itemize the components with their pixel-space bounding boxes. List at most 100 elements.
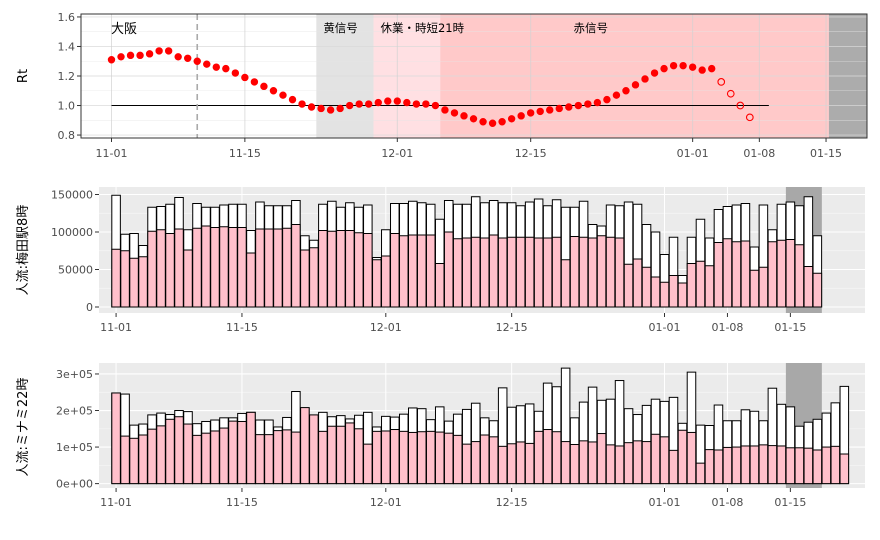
bar-highlight	[740, 240, 751, 308]
rt-point	[574, 101, 583, 110]
y-tick-label: 1e+05	[56, 441, 93, 454]
rt-point	[479, 118, 487, 126]
bar-highlight	[425, 234, 436, 308]
x-tick-label: 11-01	[100, 321, 132, 334]
bar-highlight	[443, 231, 454, 308]
rt-point	[507, 115, 516, 123]
bar-highlight	[470, 441, 481, 485]
rt-point	[726, 89, 735, 98]
bar-highlight	[120, 435, 130, 485]
bar-highlight	[740, 445, 751, 485]
x-tick-label: 01-01	[649, 321, 681, 334]
bar-highlight	[174, 228, 184, 308]
y-tick-label: 150000	[51, 189, 93, 202]
bar-highlight	[560, 441, 571, 485]
bar-highlight	[165, 233, 175, 308]
rt-point	[736, 101, 745, 110]
bar-highlight	[264, 434, 274, 485]
x-tick-label: 01-08	[743, 147, 775, 160]
umeda-y-axis: 0 50000 100000 150000	[51, 189, 99, 314]
bar-highlight	[273, 228, 283, 308]
bar-highlight	[758, 266, 769, 308]
rt-point	[612, 91, 621, 99]
rt-point	[441, 106, 449, 114]
bar-highlight	[668, 449, 679, 485]
bar-highlight	[749, 445, 760, 485]
bar-highlight	[695, 462, 706, 485]
x-tick-label: 12-01	[370, 321, 402, 334]
bar-highlight	[659, 436, 670, 485]
rt-point	[279, 91, 287, 99]
bar-highlight	[381, 255, 391, 308]
bar-highlight	[830, 445, 841, 485]
y-tick-label: 0.8	[58, 129, 76, 142]
bar-highlight	[219, 427, 229, 485]
bar-highlight	[210, 430, 220, 485]
bar-highlight	[614, 237, 625, 308]
period-labels: 黄信号 休業・時短21時 赤信号	[323, 21, 608, 35]
rt-point	[688, 63, 697, 71]
bar-highlight	[479, 434, 490, 485]
bar-highlight	[551, 431, 562, 485]
rt-point	[555, 104, 563, 113]
rt-point	[126, 51, 135, 60]
rt-point	[222, 64, 230, 73]
rt-point	[660, 64, 668, 73]
bar-highlight	[596, 235, 607, 308]
bar-highlight	[201, 225, 211, 308]
bar-highlight	[776, 239, 787, 308]
bar-highlight	[327, 425, 337, 485]
bar-highlight	[461, 237, 472, 308]
x-tick-label: 12-15	[496, 496, 528, 509]
bar-highlight	[632, 440, 643, 485]
rt-point	[708, 64, 716, 73]
bar-highlight	[372, 430, 382, 485]
bar-highlight	[255, 434, 265, 485]
rt-point	[603, 95, 611, 104]
bar-highlight	[390, 429, 400, 485]
bar-highlight	[488, 234, 499, 308]
bar-highlight	[228, 227, 238, 308]
x-tick-label: 01-15	[774, 321, 806, 334]
bar-highlight	[614, 445, 625, 485]
rt-point	[269, 87, 278, 95]
bar-highlight	[641, 441, 652, 485]
bar-highlight	[713, 449, 724, 485]
bar-highlight	[336, 425, 346, 485]
rt-point	[212, 63, 220, 71]
bar-highlight	[695, 260, 706, 308]
rt-point	[546, 106, 554, 114]
bar-highlight	[228, 420, 238, 485]
period-label: 休業・時短21時	[380, 21, 464, 35]
rt-point	[460, 112, 468, 120]
x-tick-label: 01-15	[810, 147, 842, 160]
rt-point	[422, 100, 430, 108]
minami-x-axis: 11-01 11-15 12-01 12-15 01-01 01-08 01-15	[100, 488, 806, 509]
rt-point	[536, 107, 544, 116]
bar-highlight	[381, 430, 391, 485]
bar-highlight	[111, 248, 121, 308]
rt-x-axis: 11-01 11-15 12-01 12-15 01-01 01-08 01-15	[96, 138, 842, 160]
bar-highlight	[354, 428, 364, 485]
bar-highlight	[138, 434, 148, 485]
bar-highlight	[156, 229, 166, 308]
rt-point	[136, 51, 144, 60]
x-tick-label: 01-08	[711, 496, 743, 509]
rt-point	[641, 75, 649, 83]
bar-highlight	[803, 447, 814, 485]
bar-highlight	[300, 249, 310, 308]
rt-point	[298, 100, 306, 108]
bar-highlight	[758, 444, 769, 485]
rt-point	[469, 115, 478, 123]
rt-point	[403, 98, 411, 107]
bar-highlight	[345, 230, 355, 308]
bar-highlight	[578, 440, 589, 485]
period-label: 赤信号	[574, 21, 609, 35]
bar-highlight	[479, 237, 490, 308]
bar-highlight	[354, 232, 364, 308]
bar-highlight	[318, 430, 328, 485]
bar-highlight	[237, 420, 247, 485]
bar-highlight	[111, 392, 121, 485]
bar-highlight	[300, 407, 310, 485]
bar-highlight	[623, 263, 634, 308]
